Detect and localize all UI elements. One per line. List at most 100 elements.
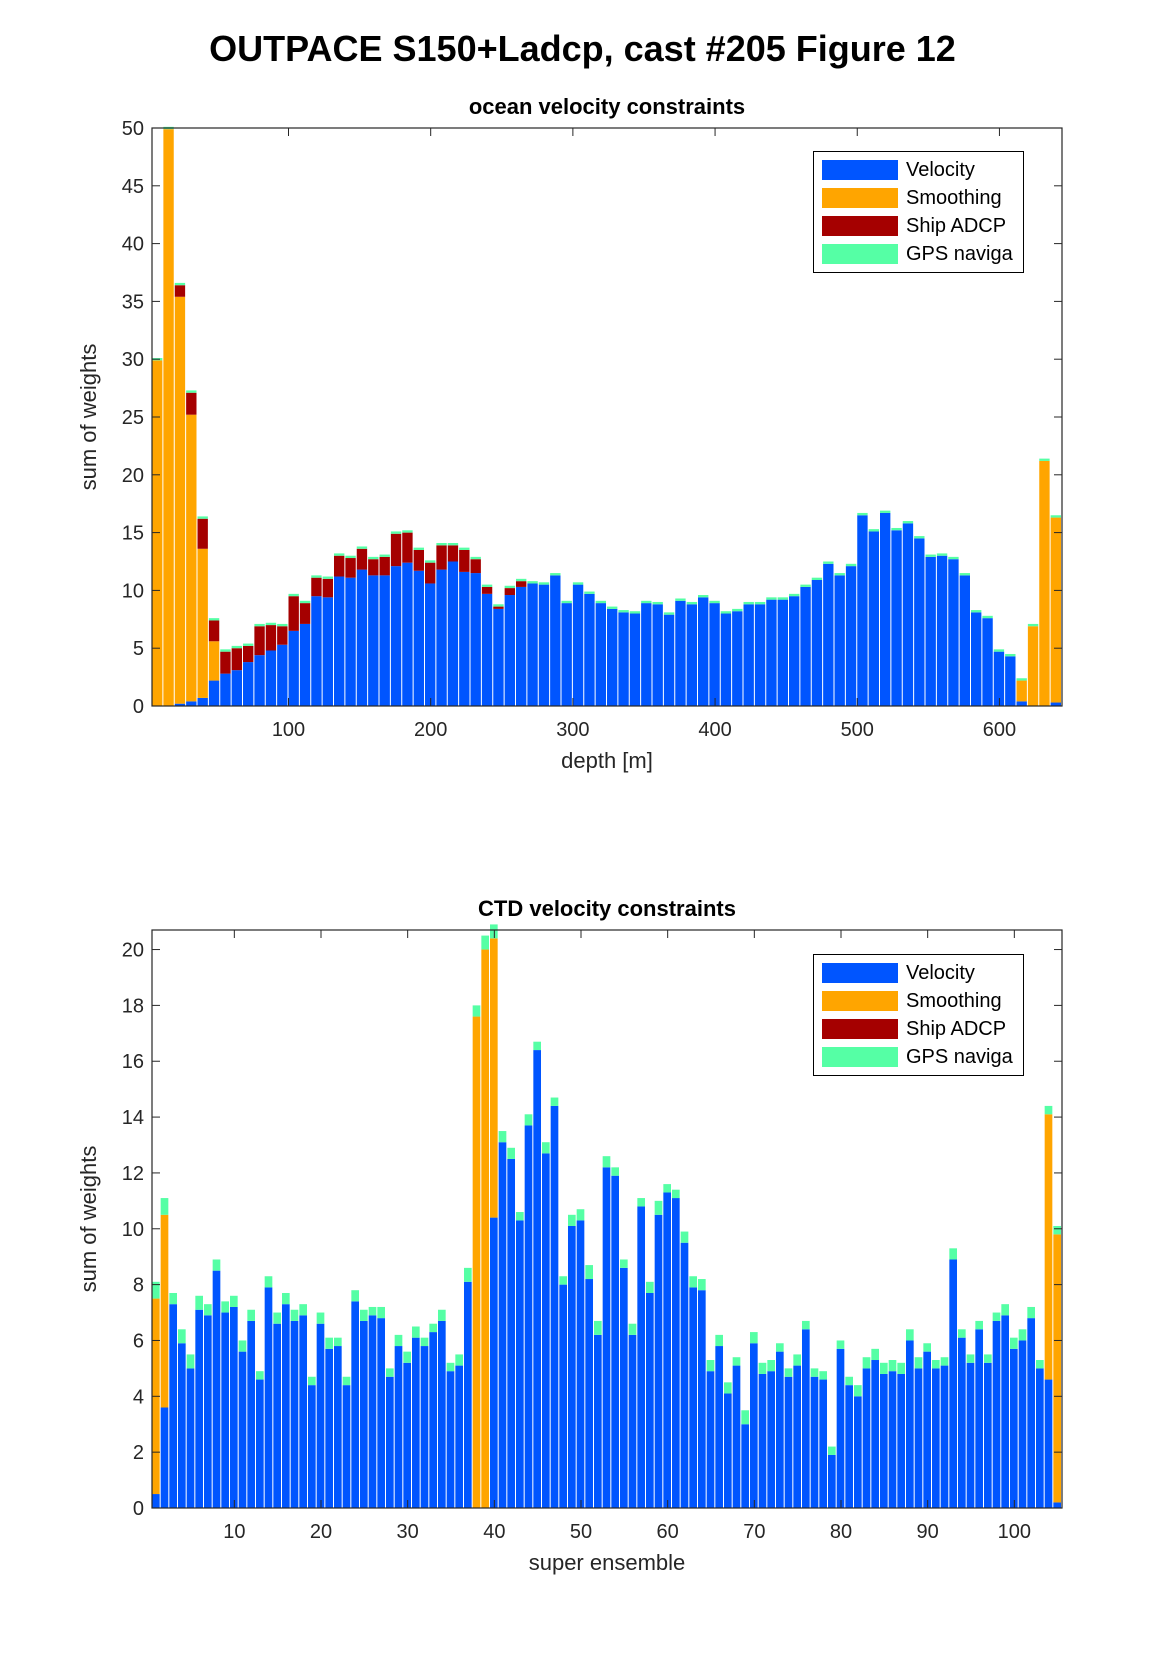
bar-velocity-84 (871, 1360, 879, 1508)
page-title: OUTPACE S150+Ladcp, cast #205 Figure 12 (209, 28, 956, 69)
y-axis-label: sum of weights (76, 344, 101, 491)
bar-ship-adcp-216 (447, 545, 459, 562)
bar-gps-94 (958, 1329, 966, 1338)
bar-gps-13 (256, 1371, 264, 1380)
x-tick-label: 200 (414, 719, 447, 741)
bar-velocity-21 (325, 1348, 333, 1508)
bar-gps-432 (754, 601, 766, 605)
bar-velocity-456 (789, 596, 800, 706)
bar-velocity-152 (356, 569, 368, 706)
bar-gps-32 (420, 1337, 429, 1347)
bar-ship-adcp-56 (220, 651, 231, 674)
bar-gps-75 (793, 1354, 801, 1366)
bar-gps-70 (750, 1332, 758, 1344)
bar-velocity-512 (868, 531, 879, 706)
bar-gps-80 (836, 1340, 845, 1349)
bar-gps-45 (533, 1041, 541, 1051)
bar-gps-600 (993, 649, 1005, 652)
bar-ship-adcp-176 (390, 533, 402, 567)
bar-velocity-13 (256, 1379, 264, 1508)
bar-gps-6 (195, 1295, 203, 1310)
x-tick-label: 60 (657, 1521, 679, 1543)
bar-gps-152 (356, 546, 368, 549)
bar-smoothing-105 (1053, 1234, 1061, 1503)
bar-gps-73 (776, 1343, 784, 1352)
bar-velocity-8 (212, 1270, 221, 1508)
legend-label-velocity: Velocity (906, 158, 975, 181)
x-axis-label: super ensemble (529, 1550, 686, 1575)
y-tick-label: 8 (133, 1275, 144, 1297)
bar-velocity-96 (277, 644, 288, 706)
x-tick-label: 40 (483, 1521, 505, 1543)
bar-gps-78 (819, 1371, 827, 1380)
bar-gps-376 (675, 598, 686, 601)
bar-velocity-384 (686, 604, 697, 706)
bar-gps-312 (584, 591, 595, 594)
bar-smoothing-16 (163, 129, 174, 706)
bar-velocity-91 (932, 1368, 940, 1508)
bar-smoothing-48 (208, 641, 220, 681)
bar-gps-37 (464, 1267, 472, 1282)
bar-gps-568 (948, 556, 959, 560)
bar-gps-26 (368, 1306, 377, 1316)
bar-ship-adcp-40 (197, 518, 208, 549)
x-axis-label: depth [m] (561, 748, 653, 773)
bar-velocity-95 (966, 1362, 975, 1508)
bar-velocity-608 (1005, 656, 1016, 706)
bar-velocity-320 (595, 603, 606, 706)
bar-velocity-50 (576, 1220, 585, 1508)
bar-velocity-352 (641, 603, 652, 706)
bar-smoothing-2 (160, 1214, 169, 1408)
bar-gps-22 (334, 1337, 342, 1347)
bar-velocity-20 (316, 1323, 325, 1508)
bar-gps-74 (784, 1368, 793, 1377)
legend-label-gps: GPS naviga (906, 242, 1013, 265)
bar-velocity-392 (698, 597, 709, 706)
bar-gps-64 (231, 645, 242, 649)
bar-gps-200 (425, 560, 436, 563)
bar-gps-480 (823, 561, 834, 564)
bar-smoothing-640 (1050, 517, 1061, 703)
bar-velocity-480 (823, 563, 834, 706)
bar-velocity-72 (767, 1371, 775, 1508)
bar-ship-adcp-64 (231, 648, 242, 671)
bar-velocity-26 (368, 1315, 377, 1508)
bar-velocity-86 (888, 1371, 897, 1508)
bar-gps-103 (1036, 1360, 1044, 1369)
bar-velocity-336 (618, 612, 629, 706)
bar-velocity-102 (1027, 1318, 1035, 1508)
bar-gps-136 (334, 553, 345, 556)
bar-velocity-104 (288, 630, 299, 706)
bar-velocity-31 (412, 1337, 420, 1508)
bar-velocity-62 (680, 1242, 689, 1508)
y-tick-label: 4 (133, 1386, 144, 1408)
bar-velocity-168 (379, 575, 390, 706)
bar-velocity-432 (754, 604, 766, 706)
bar-velocity-416 (732, 611, 743, 706)
bar-velocity-5 (186, 1368, 195, 1508)
bar-smoothing-632 (1039, 460, 1050, 706)
bar-gps-104 (1044, 1105, 1053, 1115)
bar-velocity-67 (724, 1393, 732, 1508)
bar-smoothing-40 (490, 938, 498, 1218)
bar-gps-544 (914, 536, 925, 539)
legend-swatch-smoothing (822, 991, 898, 1011)
bar-velocity-56 (628, 1334, 637, 1508)
bar-velocity-32 (420, 1346, 429, 1508)
bar-gps-128 (322, 576, 333, 579)
bar-velocity-328 (607, 608, 618, 706)
bar-gps-21 (325, 1337, 333, 1349)
bar-ship-adcp-168 (379, 556, 390, 576)
bar-velocity-25 (360, 1320, 368, 1508)
bar-velocity-472 (811, 579, 823, 706)
bar-gps-34 (438, 1309, 446, 1321)
bar-gps-49 (568, 1214, 576, 1226)
bar-velocity-424 (743, 604, 754, 706)
bar-velocity-304 (572, 584, 584, 706)
bar-gps-16 (282, 1292, 290, 1305)
bar-gps-87 (897, 1362, 905, 1374)
bar-velocity-18 (299, 1315, 307, 1508)
bar-gps-98 (992, 1312, 1001, 1321)
bar-gps-168 (379, 554, 390, 557)
bar-gps-96 (277, 623, 288, 627)
